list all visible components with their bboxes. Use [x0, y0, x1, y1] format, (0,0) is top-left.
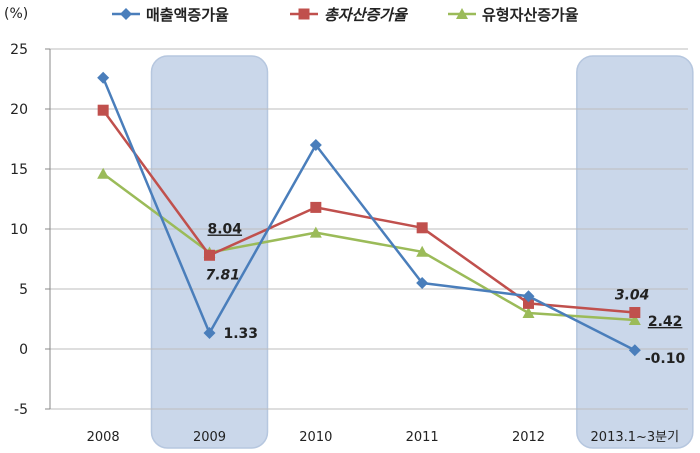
- diamond-marker: [416, 277, 429, 289]
- y-axis: -5 0 5 10 15 20 25: [10, 42, 51, 418]
- series-lines: [97, 71, 641, 357]
- x-tick-label: 2011: [406, 430, 439, 445]
- x-tick-label: 2010: [299, 430, 332, 445]
- diamond-marker: [97, 71, 110, 84]
- square-marker: [310, 201, 322, 213]
- x-axis: 2008 2009 2010 2011 2012 2013.1~3분기: [87, 430, 680, 445]
- square-marker: [204, 249, 215, 261]
- series-line: [102, 172, 635, 322]
- highlight-band-2013.1~3분기: [576, 55, 694, 449]
- y-tick-label: 0: [19, 342, 28, 358]
- square-marker: [523, 297, 534, 309]
- x-tick-label: 2008: [87, 430, 120, 445]
- x-tick-label: 2012: [512, 430, 545, 445]
- gridlines: [50, 48, 688, 410]
- y-tick-label: 5: [19, 282, 28, 298]
- triangle-marker: [628, 313, 641, 325]
- legend: 매출액증가율 총자산증가율 유형자산증가율: [112, 6, 579, 24]
- data-label: 7.81: [206, 267, 241, 283]
- data-label: 3.04: [615, 288, 650, 304]
- triangle-marker: [522, 307, 535, 318]
- square-marker: [629, 307, 641, 319]
- square-marker: [416, 222, 428, 234]
- diamond-marker: [628, 344, 641, 357]
- legend-label: 유형자산증가율: [482, 6, 579, 24]
- y-axis-label: (%): [4, 6, 28, 22]
- triangle-marker: [456, 8, 468, 19]
- x-tick-label: 2013.1~3분기: [591, 430, 680, 445]
- diamond-marker: [309, 139, 322, 151]
- y-tick-label: -5: [14, 402, 28, 418]
- triangle-marker: [309, 226, 322, 238]
- y-tick-label: 25: [10, 42, 28, 58]
- square-marker: [298, 8, 310, 20]
- y-tick-label: 15: [10, 162, 28, 178]
- legend-label: 매출액증가율: [146, 6, 229, 24]
- data-label: 2.42: [648, 314, 683, 330]
- data-labels: 8.04 7.81 1.33 3.04 2.42 -0.10: [206, 222, 686, 368]
- triangle-marker: [416, 245, 429, 257]
- y-tick-label: 20: [10, 102, 28, 118]
- data-label: 1.33: [224, 326, 259, 342]
- data-label: -0.10: [645, 351, 686, 367]
- diamond-marker: [203, 327, 216, 340]
- data-label: 8.04: [208, 222, 243, 238]
- series-line: [102, 77, 636, 352]
- diamond-marker: [120, 8, 132, 20]
- legend-label: 총자산증가율: [324, 6, 409, 24]
- square-marker: [97, 104, 109, 116]
- highlight-bands: [150, 55, 694, 449]
- triangle-marker: [97, 167, 110, 179]
- diamond-marker: [522, 290, 535, 303]
- x-tick-label: 2009: [193, 430, 226, 445]
- y-tick-label: 10: [10, 222, 28, 238]
